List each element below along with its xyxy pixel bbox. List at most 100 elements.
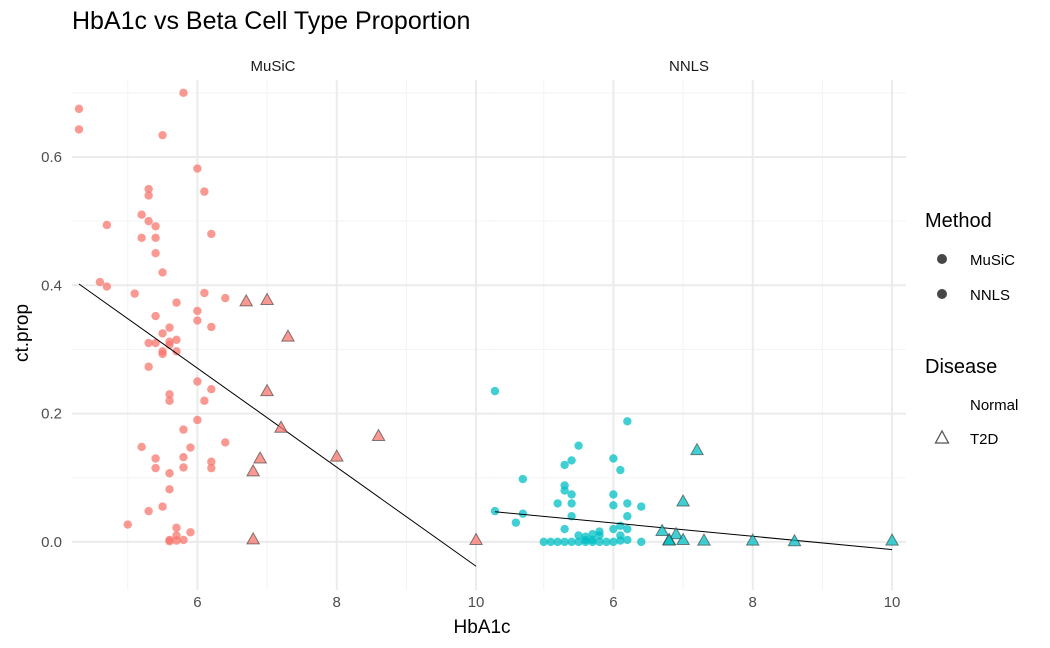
point-normal — [158, 349, 167, 359]
point-normal — [137, 442, 146, 452]
point-normal — [144, 338, 153, 348]
legend-label-music: MuSiC — [970, 252, 1015, 269]
point-normal — [623, 524, 632, 534]
y-tick-label: 0.4 — [41, 277, 62, 294]
x-tick-label: 6 — [193, 594, 201, 611]
point-normal — [172, 531, 181, 540]
point-normal — [609, 537, 618, 547]
point-normal — [165, 485, 174, 494]
point-normal — [200, 288, 209, 298]
point-normal — [560, 481, 569, 490]
point-normal — [74, 104, 84, 114]
point-normal — [567, 499, 576, 508]
point-normal — [151, 454, 160, 463]
x-tick-label: 6 — [609, 594, 617, 611]
gridlines — [72, 80, 490, 590]
point-normal — [151, 311, 160, 321]
point-normal — [165, 323, 174, 332]
point-normal — [200, 187, 209, 196]
point-normal — [609, 501, 618, 510]
point-t2d — [469, 532, 484, 545]
point-normal — [518, 474, 528, 484]
x-tick-label: 10 — [884, 594, 901, 611]
point-t2d — [655, 523, 670, 536]
point-normal — [151, 222, 160, 231]
point-normal — [207, 385, 216, 394]
point-normal — [567, 537, 576, 547]
point-normal — [172, 298, 181, 307]
point-normal — [221, 293, 230, 303]
legend-title-disease: Disease — [925, 356, 997, 378]
point-normal — [623, 417, 632, 426]
point-normal — [595, 527, 604, 536]
point-t2d — [885, 533, 900, 546]
point-normal — [193, 415, 202, 425]
point-normal — [193, 164, 202, 173]
point-normal — [144, 506, 153, 516]
point-normal — [490, 506, 500, 516]
point-normal — [193, 316, 202, 325]
point-t2d — [696, 533, 712, 546]
point-normal — [221, 438, 230, 447]
y-tick-label: 0.0 — [41, 534, 62, 551]
point-t2d — [662, 533, 677, 546]
point-normal — [193, 377, 202, 386]
point-t2d — [745, 533, 760, 546]
point-normal — [179, 535, 188, 545]
point-t2d — [239, 293, 254, 307]
point-normal — [165, 396, 174, 405]
point-normal — [179, 463, 188, 472]
point-normal — [609, 490, 618, 499]
point-normal — [574, 441, 583, 450]
point-normal — [609, 524, 618, 534]
point-t2d — [253, 450, 268, 464]
point-normal — [567, 456, 576, 465]
point-t2d — [246, 531, 261, 545]
point-normal — [193, 306, 202, 316]
legend-key-t2d — [934, 429, 950, 444]
point-normal — [144, 191, 153, 200]
point-t2d — [676, 532, 691, 545]
point-normal — [158, 502, 167, 511]
point-normal — [511, 518, 521, 527]
point-normal — [637, 537, 646, 547]
point-normal — [574, 537, 583, 547]
point-t2d — [669, 526, 684, 540]
y-axis-ticks: 0.0 0.2 0.4 0.6 — [41, 149, 62, 551]
point-normal — [581, 532, 590, 541]
panel-music: MuSiC — [72, 58, 490, 590]
point-normal — [207, 229, 216, 239]
x-axis-ticks: 6 8 10 6 8 10 — [193, 594, 900, 611]
x-tick-label: 10 — [468, 594, 485, 611]
y-tick-label: 0.6 — [41, 149, 62, 166]
point-t2d — [273, 420, 289, 433]
x-axis-title: HbA1c — [453, 617, 510, 638]
strip-label-nnls: NNLS — [669, 58, 709, 75]
point-normal — [560, 537, 569, 547]
point-normal — [609, 454, 618, 463]
point-normal — [165, 537, 174, 546]
point-normal — [158, 268, 167, 277]
point-normal — [588, 529, 597, 539]
point-t2d — [329, 449, 344, 462]
point-normal — [151, 338, 160, 348]
point-normal — [595, 537, 604, 547]
strip-label-music: MuSiC — [250, 58, 295, 75]
point-normal — [144, 216, 153, 226]
point-normal — [179, 453, 188, 462]
point-normal — [137, 233, 146, 243]
gridlines — [488, 80, 906, 590]
point-normal — [637, 502, 646, 511]
point-t2d — [787, 533, 802, 547]
point-normal — [172, 335, 181, 345]
point-normal — [144, 362, 153, 371]
point-t2d — [260, 383, 275, 397]
point-normal — [165, 469, 174, 478]
point-t2d — [260, 292, 275, 306]
point-normal — [158, 329, 167, 338]
point-normal — [179, 425, 188, 434]
legend-label-nnls: NNLS — [970, 287, 1010, 304]
point-normal — [137, 210, 146, 219]
legend: Method MuSiC NNLS Disease Normal T2D — [925, 210, 1018, 448]
point-normal — [95, 277, 105, 287]
